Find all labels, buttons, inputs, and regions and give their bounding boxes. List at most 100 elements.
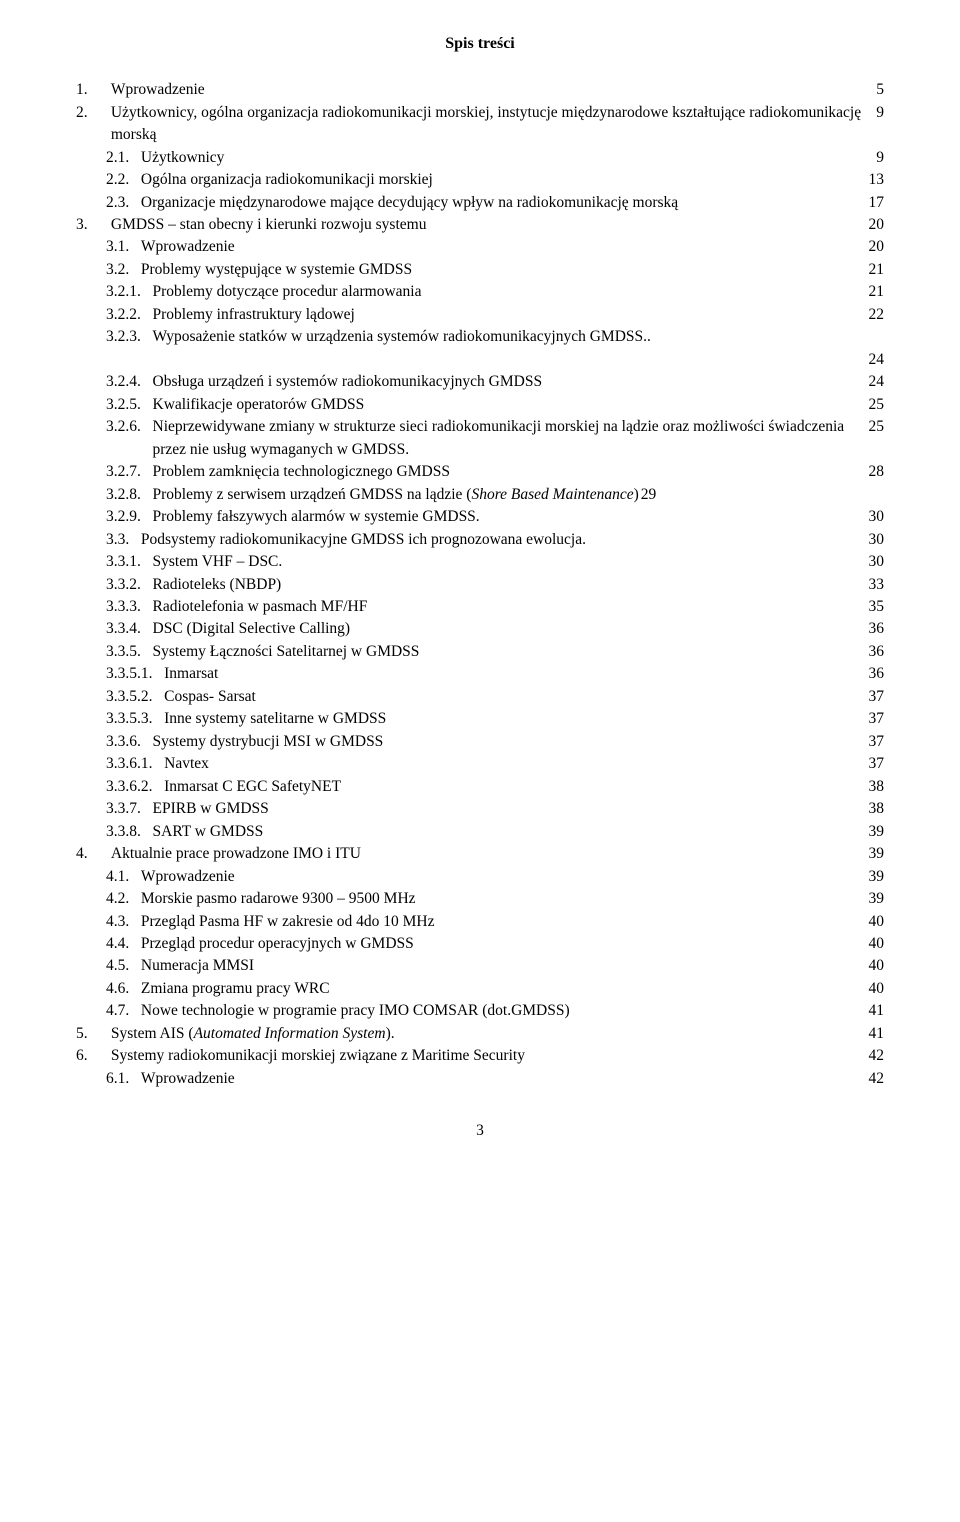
toc-entry-page: 24 [869, 349, 885, 371]
toc-entry-number: 2.3. [106, 192, 141, 214]
toc-entry: 3.2.3. Wyposażenie statków w urządzenia … [76, 326, 884, 348]
toc-entry-page: 42 [869, 1068, 885, 1090]
toc-entry-continuation: 24 [76, 349, 884, 371]
toc-entry-text: Użytkownicy [141, 147, 225, 169]
toc-entry: 2. Użytkownicy, ogólna organizacja radio… [76, 102, 884, 147]
toc-entry-page: 20 [869, 214, 885, 236]
toc-entry-number: 4.4. [106, 933, 141, 955]
toc-entry-number: 3.3.4. [106, 618, 153, 640]
toc-entry-number: 4.7. [106, 1000, 141, 1022]
toc-entry: 1. Wprowadzenie5 [76, 79, 884, 101]
toc-entry-page: 35 [869, 596, 885, 618]
toc-entry-number: 3.3.2. [106, 574, 153, 596]
toc-entry-page: 30 [869, 506, 885, 528]
toc-entry-page: 21 [869, 281, 885, 303]
toc-entry-page: 36 [869, 618, 885, 640]
toc-entry: 2.2. Ogólna organizacja radiokomunikacji… [76, 169, 884, 191]
toc-entry-number: 3. [76, 214, 111, 236]
toc-entry-text: Podsystemy radiokomunikacyjne GMDSS ich … [141, 529, 586, 551]
toc-entry-number: 3.2.3. [106, 326, 153, 348]
toc-entry-number: 3.3.6.2. [106, 776, 164, 798]
toc-entry-page: 37 [869, 753, 885, 775]
toc-entry-text: Przegląd procedur operacyjnych w GMDSS [141, 933, 414, 955]
toc-entry-page: 25 [869, 394, 885, 416]
toc-entry-page: 40 [869, 911, 885, 933]
toc-entry-page: 39 [869, 866, 885, 888]
toc-entry-page: 37 [869, 686, 885, 708]
toc-entry-page: 5 [876, 79, 884, 101]
toc-entry-text: Wprowadzenie [141, 866, 235, 888]
toc-entry: 3.3.6.2. Inmarsat C EGC SafetyNET38 [76, 776, 884, 798]
toc-entry: 3.1. Wprowadzenie20 [76, 236, 884, 258]
toc-entry-text: Inne systemy satelitarne w GMDSS [164, 708, 386, 730]
toc-entry-number: 3.2.9. [106, 506, 153, 528]
toc-entry: 3.3.6.1. Navtex 37 [76, 753, 884, 775]
toc-entry-number: 4.1. [106, 866, 141, 888]
toc-entry-number: 3.3.6. [106, 731, 153, 753]
toc-entry-text: Problemy infrastruktury lądowej [153, 304, 355, 326]
toc-entry-text: Inmarsat [164, 663, 218, 685]
toc-entry-text: DSC (Digital Selective Calling) [153, 618, 351, 640]
toc-entry-text: Systemy radiokomunikacji morskiej związa… [111, 1045, 525, 1067]
doc-title: Spis treści [76, 32, 884, 55]
toc-entry-number: 6.1. [106, 1068, 141, 1090]
toc-entry-page: 30 [869, 551, 885, 573]
toc-entry-text: Wyposażenie statków w urządzenia systemó… [153, 326, 885, 348]
toc-entry: 3. GMDSS – stan obecny i kierunki rozwoj… [76, 214, 884, 236]
toc-entry: 4.3. Przegląd Pasma HF w zakresie od 4do… [76, 911, 884, 933]
toc-entry-text: Navtex [164, 753, 209, 775]
toc-entry-number: 3.3.7. [106, 798, 153, 820]
toc-entry-text: EPIRB w GMDSS [153, 798, 269, 820]
toc-entry-page: 40 [869, 933, 885, 955]
toc-entry: 3.3.5. Systemy Łączności Satelitarnej w … [76, 641, 884, 663]
toc-entry-text: GMDSS – stan obecny i kierunki rozwoju s… [111, 214, 427, 236]
toc-entry-number: 3.3.1. [106, 551, 153, 573]
toc-entry-text: Zmiana programu pracy WRC [141, 978, 330, 1000]
toc-entry-page: 9 [876, 147, 884, 169]
toc-entry-page: 37 [869, 708, 885, 730]
toc-entry-number: 4.5. [106, 955, 141, 977]
toc-entry-number: 3.3.6.1. [106, 753, 164, 775]
toc-entry-page: 33 [869, 574, 885, 596]
toc-entry-text: Systemy Łączności Satelitarnej w GMDSS [153, 641, 420, 663]
toc-entry-text: Numeracja MMSI [141, 955, 254, 977]
toc-entry: 3.3.2. Radioteleks (NBDP) 33 [76, 574, 884, 596]
toc-entry-text: Nowe technologie w programie pracy IMO C… [141, 1000, 570, 1022]
toc-entry-text: Problemy fałszywych alarmów w systemie G… [153, 506, 480, 528]
toc-entry-page: 9 [876, 102, 884, 124]
toc-entry: 3.2. Problemy występujące w systemie GMD… [76, 259, 884, 281]
toc-entry: 3.2.7. Problem zamknięcia technologiczne… [76, 461, 884, 483]
toc-entry-page: 38 [869, 776, 885, 798]
toc-entry: 3.3.6. Systemy dystrybucji MSI w GMDSS37 [76, 731, 884, 753]
toc-entry: 3.3.1. System VHF – DSC.30 [76, 551, 884, 573]
toc-entry-page: 30 [869, 529, 885, 551]
toc-entry-number: 3.3. [106, 529, 141, 551]
toc-entry: 6.1. Wprowadzenie42 [76, 1068, 884, 1090]
toc-entry: 3.2.9. Problemy fałszywych alarmów w sys… [76, 506, 884, 528]
toc-entry-page: 36 [869, 663, 885, 685]
toc-entry-number: 3.3.5.3. [106, 708, 164, 730]
toc-entry-text: Radioteleks (NBDP) [153, 574, 282, 596]
toc-entry: 3.3.4. DSC (Digital Selective Calling) 36 [76, 618, 884, 640]
toc-entry: 3.3.5.3. Inne systemy satelitarne w GMDS… [76, 708, 884, 730]
toc-entry-text: Wprowadzenie [141, 236, 235, 258]
toc-entry: 3.2.8. Problemy z serwisem urządzeń GMDS… [76, 484, 884, 506]
toc-entry-page: 24 [869, 371, 885, 393]
toc-entry-number: 2.1. [106, 147, 141, 169]
toc-entry-number: 3.2.6. [106, 416, 153, 438]
toc-entry-number: 3.2.4. [106, 371, 153, 393]
toc-entry-number: 2. [76, 102, 111, 124]
toc-entry-page: 38 [869, 798, 885, 820]
toc-entry-text: Użytkownicy, ogólna organizacja radiokom… [111, 102, 870, 147]
toc-entry-page: 42 [869, 1045, 885, 1067]
toc-entry-text: Kwalifikacje operatorów GMDSS [153, 394, 365, 416]
toc-entry-text: Radiotelefonia w pasmach MF/HF [153, 596, 368, 618]
toc-entry: 3.2.5. Kwalifikacje operatorów GMDSS25 [76, 394, 884, 416]
toc-entry-number: 4. [76, 843, 111, 865]
toc-entry-number: 4.3. [106, 911, 141, 933]
toc-entry-page: 39 [869, 843, 885, 865]
toc-entry-page: 37 [869, 731, 885, 753]
toc-entry-number: 3.3.8. [106, 821, 153, 843]
toc-entry: 3.3.5.2. Cospas- Sarsat37 [76, 686, 884, 708]
toc-entry-page: 28 [869, 461, 885, 483]
